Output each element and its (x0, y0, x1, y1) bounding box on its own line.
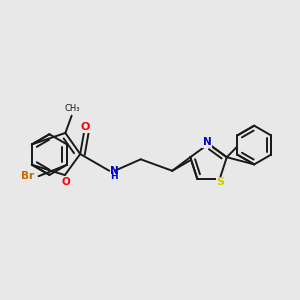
Text: O: O (80, 122, 90, 132)
Text: CH₃: CH₃ (64, 104, 80, 113)
Text: O: O (62, 177, 70, 187)
Text: N: N (110, 167, 119, 176)
Text: N: N (202, 137, 211, 147)
Text: S: S (217, 177, 225, 187)
Text: H: H (110, 172, 118, 181)
Text: Br: Br (21, 171, 34, 181)
